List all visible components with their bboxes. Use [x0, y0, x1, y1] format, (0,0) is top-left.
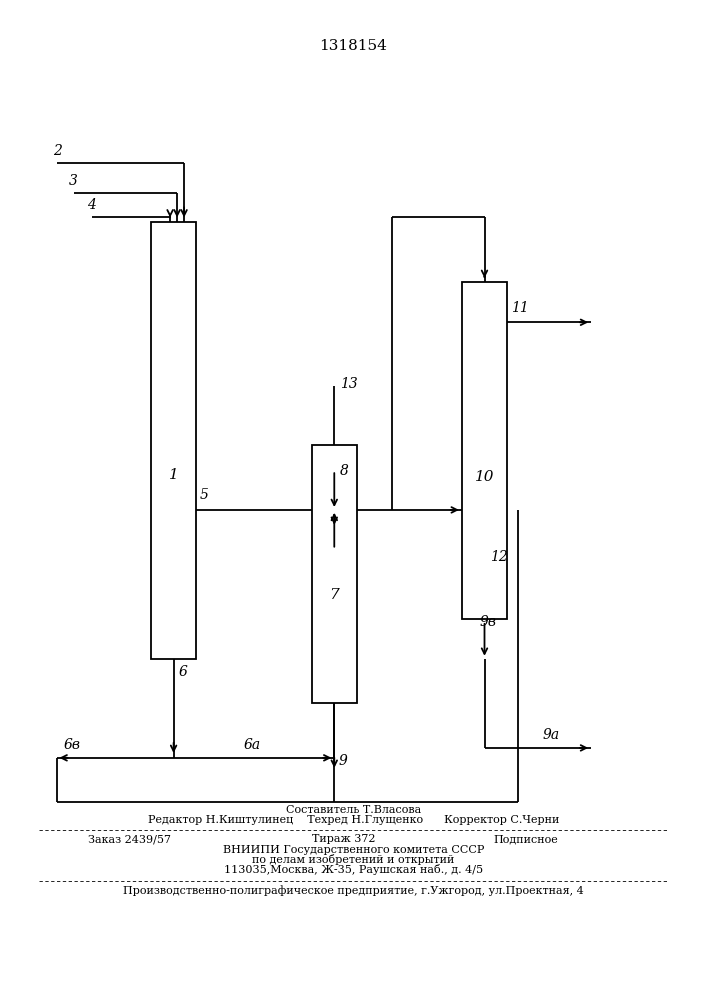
Bar	[462, 282, 507, 619]
Text: Подписное: Подписное	[493, 834, 558, 844]
Text: 2: 2	[53, 144, 62, 158]
Text: 4: 4	[87, 198, 96, 212]
Text: по делам изобретений и открытий: по делам изобретений и открытий	[252, 854, 455, 865]
Text: 9: 9	[339, 754, 347, 768]
Text: Тираж 372: Тираж 372	[312, 834, 375, 844]
Bar	[151, 222, 197, 659]
Text: 9в: 9в	[479, 615, 496, 629]
Bar	[312, 445, 357, 703]
Text: ВНИИПИ Государственного комитета СССР: ВНИИПИ Государственного комитета СССР	[223, 845, 484, 855]
Text: 1318154: 1318154	[320, 39, 387, 53]
Text: 11: 11	[510, 301, 528, 315]
Text: 6а: 6а	[243, 738, 261, 752]
Text: Производственно-полиграфическое предприятие, г.Ужгород, ул.Проектная, 4: Производственно-полиграфическое предприя…	[123, 885, 584, 896]
Text: 7: 7	[329, 588, 339, 602]
Text: 113035,Москва, Ж-35, Раушская наб., д. 4/5: 113035,Москва, Ж-35, Раушская наб., д. 4…	[224, 864, 483, 875]
Text: 1: 1	[169, 468, 178, 482]
Text: 8: 8	[340, 464, 349, 478]
Text: 9а: 9а	[542, 728, 559, 742]
Text: 10: 10	[474, 470, 494, 484]
Text: 6: 6	[178, 664, 187, 678]
Text: 12: 12	[490, 550, 508, 564]
Text: 13: 13	[340, 377, 358, 391]
Text: Составитель Т.Власова: Составитель Т.Власова	[286, 805, 421, 815]
Text: 3: 3	[69, 174, 78, 188]
Text: Заказ 2439/57: Заказ 2439/57	[88, 834, 171, 844]
Text: Редактор Н.Киштулинец    Техред Н.Глущенко      Корректор С.Черни: Редактор Н.Киштулинец Техред Н.Глущенко …	[148, 815, 559, 825]
Text: 5: 5	[200, 488, 209, 502]
Text: 6в: 6в	[64, 738, 81, 752]
